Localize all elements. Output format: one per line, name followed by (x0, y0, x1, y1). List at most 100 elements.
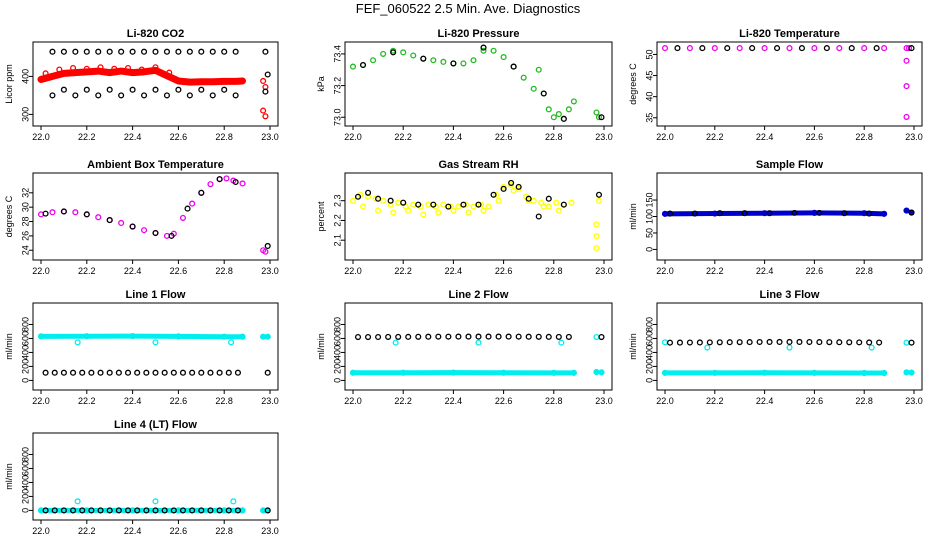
data-point (530, 85, 537, 92)
panel-2: Li-820 Pressure 22.0 22.2 22.4 22.6 22.8 23.0 7… (316, 28, 613, 142)
data-point (83, 65, 90, 72)
data-point (540, 90, 547, 97)
data-point (380, 50, 387, 57)
data-point (410, 201, 417, 208)
data-point (225, 507, 232, 514)
x-tick-label: 22.4 (445, 396, 463, 406)
x-tick-label: 22.4 (445, 132, 463, 142)
data-point (515, 183, 522, 190)
data-point (558, 339, 565, 346)
y-tick-label: 150 (644, 193, 654, 208)
data-point (143, 507, 150, 514)
data-point (365, 189, 372, 196)
data-point (420, 55, 427, 62)
data-point (359, 61, 367, 69)
data-point (555, 333, 562, 340)
panel-title: Line 3 Flow (760, 289, 820, 301)
panel-1: Li-820 CO2 22.0 22.2 22.4 22.6 22.8 23.0 300 400… (4, 28, 279, 142)
panel-8: Line 2 Flow 22.0 22.2 22.4 22.6 22.8 23.0 0 2004… (316, 289, 613, 406)
data-point (349, 369, 357, 376)
data-point (786, 45, 793, 52)
data-point (95, 48, 102, 55)
data-point (568, 199, 575, 206)
data-point (365, 334, 372, 341)
x-tick-label: 22.6 (170, 396, 188, 406)
y-tick-label: 2.3 (332, 194, 342, 207)
data-point (598, 334, 605, 341)
x-tick-label: 22.4 (756, 396, 774, 406)
data-point (234, 507, 241, 514)
series-reference (354, 179, 603, 220)
data-point (846, 339, 853, 346)
data-point (186, 92, 193, 99)
x-tick-label: 22.0 (344, 396, 362, 406)
data-point (88, 369, 95, 376)
x-tick-label: 22.2 (394, 132, 412, 142)
data-point (198, 48, 205, 55)
data-point (490, 191, 497, 198)
data-point (70, 507, 77, 514)
data-point (908, 369, 915, 376)
data-point (540, 203, 547, 210)
data-point (773, 45, 781, 52)
data-point (79, 369, 86, 376)
y-axis-label: Licor ppm (4, 64, 14, 104)
plot-frame (344, 41, 613, 127)
data-point (354, 334, 362, 341)
data-point (207, 507, 214, 514)
plot-frame (344, 302, 613, 391)
y-tick-label: 400 (20, 69, 30, 84)
data-point (405, 333, 412, 340)
data-point (97, 64, 104, 71)
x-tick-label: 22.0 (656, 396, 674, 406)
data-point (796, 338, 803, 346)
data-point (415, 333, 422, 340)
data-point (260, 107, 267, 114)
data-point (163, 92, 171, 99)
y-tick-label: 35 (644, 113, 654, 123)
data-point (445, 333, 452, 340)
x-tick-label: 22.0 (32, 132, 50, 142)
y-tick-label: 0 (332, 378, 342, 383)
data-point (264, 507, 271, 514)
plot-frame (32, 41, 279, 127)
data-point (198, 507, 205, 514)
data-point (661, 339, 669, 346)
data-point (115, 369, 122, 376)
x-tick-label: 23.0 (905, 266, 923, 276)
data-point (106, 69, 113, 76)
data-band (662, 210, 887, 217)
y-tick-label: 400 (20, 345, 30, 360)
data-point (696, 339, 703, 346)
data-point (440, 58, 447, 65)
data-point (553, 199, 560, 206)
data-point (460, 60, 467, 67)
data-point (70, 64, 77, 72)
y-tick-label: 200 (20, 489, 30, 504)
x-tick-label: 22.6 (495, 396, 513, 406)
y-tick-label: 73.0 (332, 108, 342, 126)
data-point (390, 49, 397, 56)
data-point (207, 181, 214, 188)
data-point (550, 114, 557, 121)
data-point (741, 210, 748, 217)
data-point (72, 48, 79, 55)
data-point (60, 70, 68, 77)
data-point (746, 339, 753, 346)
data-point (508, 179, 515, 186)
data-point (776, 338, 783, 346)
data-point (152, 86, 159, 93)
data-point (49, 73, 56, 80)
data-point (152, 48, 159, 55)
data-point (189, 507, 196, 514)
data-point (593, 221, 600, 228)
data-point (400, 369, 407, 376)
data-point (83, 48, 90, 55)
x-tick-label: 22.4 (124, 266, 142, 276)
data-point (152, 339, 159, 346)
figure-title: FEF_060522 2.5 Min. Ave. Diagnostics (355, 1, 581, 16)
data-point (415, 201, 422, 208)
data-point (106, 48, 113, 55)
x-tick-label: 22.8 (215, 132, 233, 142)
x-tick-label: 22.8 (545, 266, 563, 276)
